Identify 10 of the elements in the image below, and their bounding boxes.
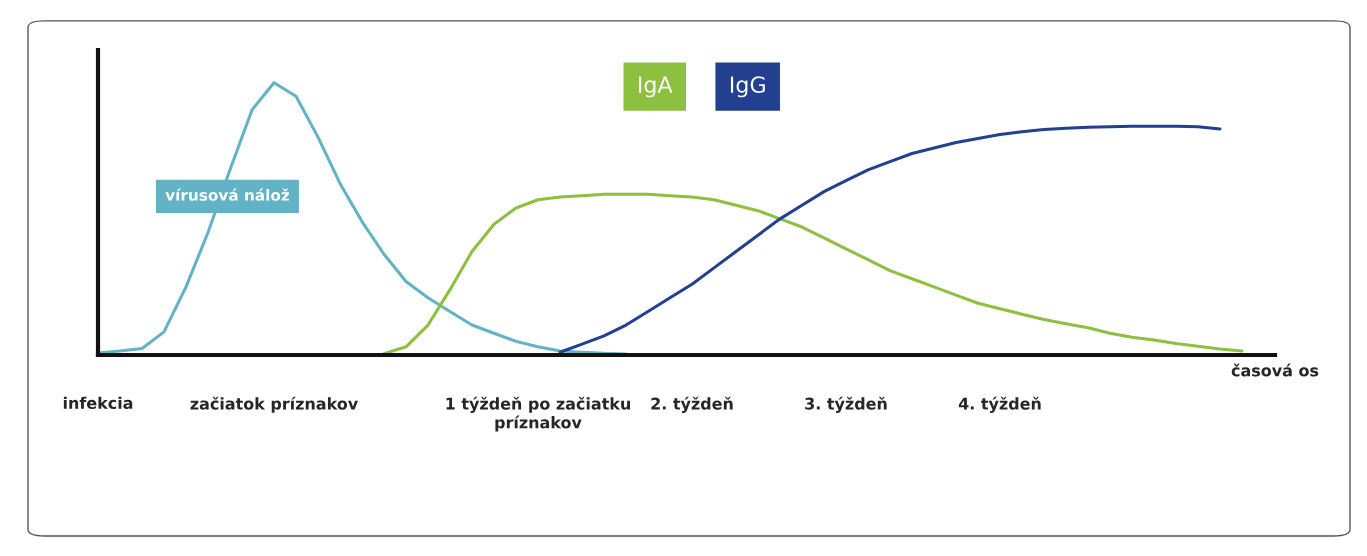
x-tick-label: 3. týždeň	[805, 396, 887, 413]
x-axis-title: časová os	[1231, 363, 1319, 377]
x-tick-label: začiatok príznakov	[190, 396, 358, 413]
x-tick-label: infekcia	[63, 396, 133, 410]
series-label: vírusová nálož	[165, 188, 290, 201]
x-tick-label: 1 týždeň po začiatku príznakov	[446, 396, 630, 432]
x-tick-label: 2. týždeň	[651, 396, 733, 413]
x-tick-label: 4. týždeň	[958, 396, 1041, 413]
text: IgG	[730, 76, 765, 98]
text: IgA	[638, 76, 673, 98]
